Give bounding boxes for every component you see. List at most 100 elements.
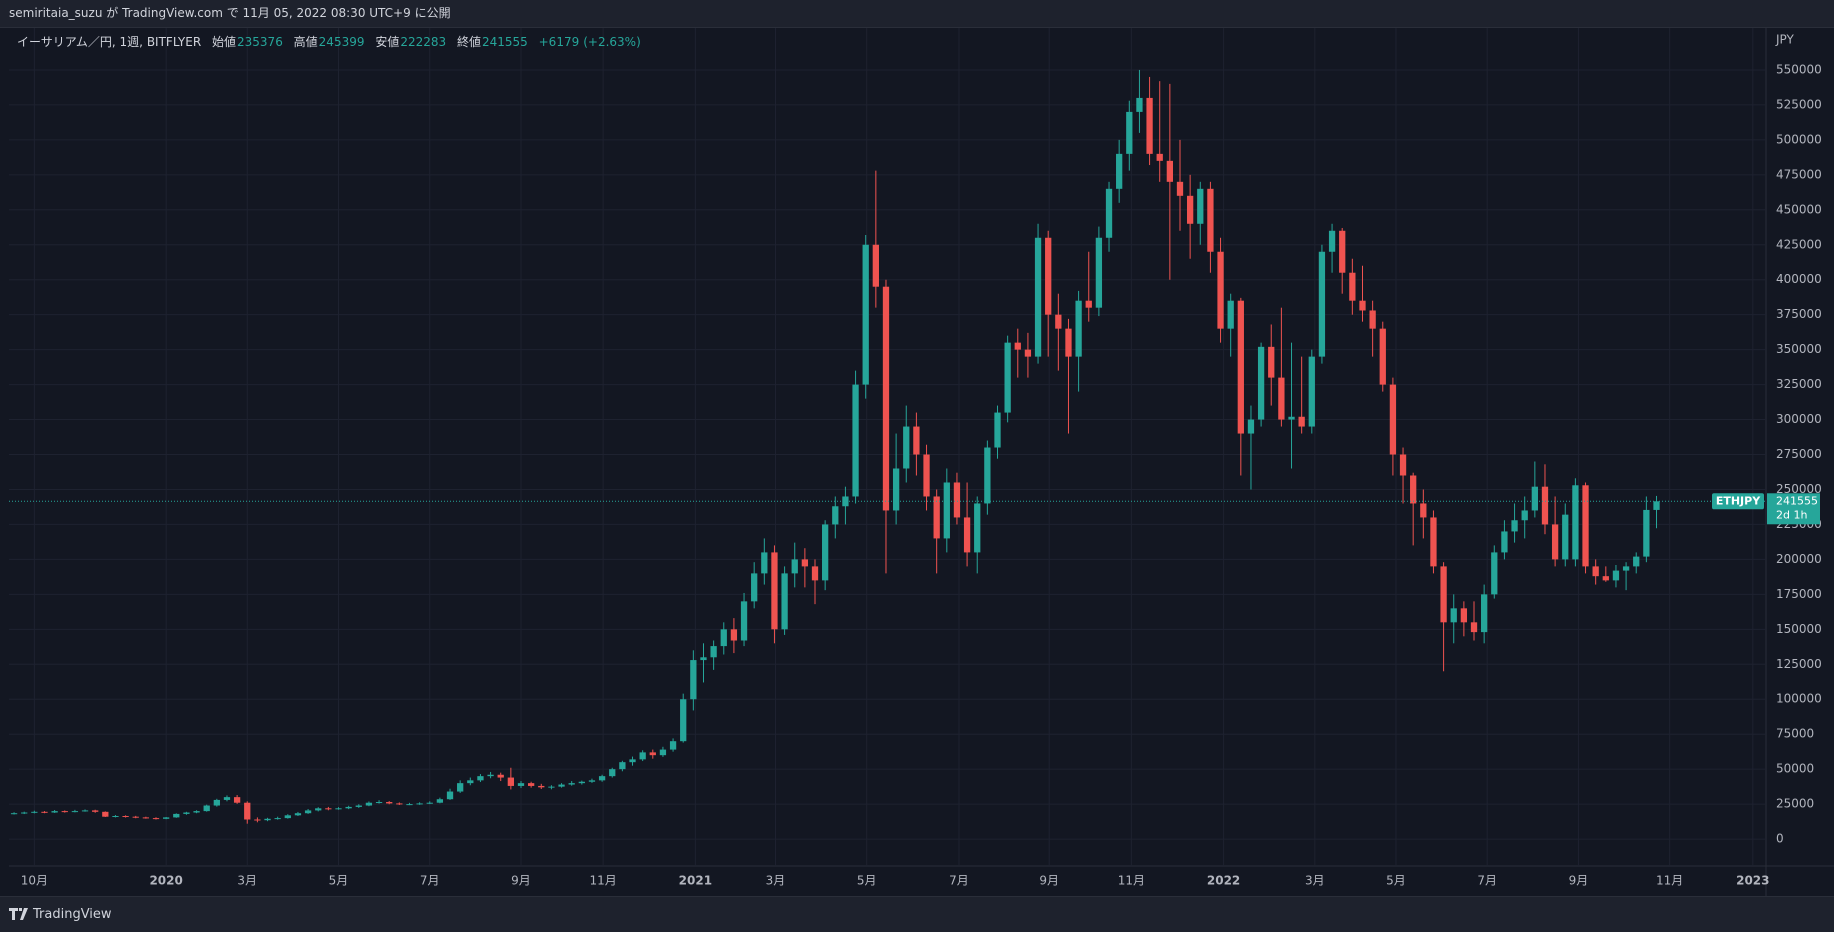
candle-body bbox=[325, 808, 332, 810]
x-tick-label: 9月 bbox=[511, 874, 531, 888]
candle-body bbox=[669, 741, 677, 750]
candle-body bbox=[132, 816, 139, 818]
candle-body bbox=[548, 786, 555, 788]
low-label: 安値 bbox=[375, 35, 400, 49]
candle-body bbox=[416, 803, 423, 805]
candle-body bbox=[751, 573, 758, 602]
publish-info: semiritaia_suzu が TradingView.com で 11月 … bbox=[9, 6, 451, 20]
candle-body bbox=[1004, 342, 1011, 413]
candle-body bbox=[1024, 349, 1032, 357]
candle-body bbox=[173, 813, 180, 818]
candle-body bbox=[355, 805, 362, 807]
candle-body bbox=[1602, 576, 1609, 581]
open-value: 235376 bbox=[237, 35, 283, 49]
candle-body bbox=[852, 384, 859, 497]
candle-body bbox=[254, 819, 261, 821]
candle-body bbox=[872, 244, 879, 287]
candle-body bbox=[1055, 314, 1062, 329]
candle-body bbox=[1186, 195, 1194, 224]
candle-body bbox=[710, 646, 717, 658]
candle-body bbox=[1572, 485, 1579, 560]
candle-body bbox=[284, 815, 291, 819]
candle-body bbox=[122, 816, 129, 818]
candle-body bbox=[1318, 251, 1326, 357]
x-tick-label: 5月 bbox=[1386, 874, 1406, 888]
candle-body bbox=[406, 804, 413, 806]
candle-body bbox=[1541, 486, 1549, 525]
candle-body bbox=[112, 816, 119, 818]
candle-body bbox=[1298, 416, 1305, 427]
footer-bar: TradingView bbox=[0, 896, 1834, 932]
ticker-tag bbox=[1712, 493, 1764, 510]
candle-body bbox=[1531, 486, 1538, 511]
candle-body bbox=[1034, 237, 1042, 357]
x-tick-label: 2020 bbox=[149, 874, 182, 888]
candle-body bbox=[183, 812, 190, 814]
x-tick-label: 11月 bbox=[1118, 874, 1145, 888]
candle-body bbox=[203, 805, 210, 812]
candle-body bbox=[264, 818, 271, 821]
candle-body bbox=[1643, 509, 1650, 557]
candle-body bbox=[578, 781, 585, 784]
candle-body bbox=[588, 780, 596, 782]
candle-body bbox=[244, 802, 251, 820]
brand[interactable]: TradingView bbox=[33, 907, 112, 922]
candle-body bbox=[436, 799, 444, 803]
ticker-label: ETHJPY bbox=[1716, 494, 1761, 507]
y-tick-label: 100000 bbox=[1776, 692, 1822, 706]
candle-body bbox=[538, 785, 545, 788]
candle-body bbox=[41, 811, 48, 813]
candle-body bbox=[558, 784, 565, 787]
candle-body bbox=[152, 818, 160, 820]
candle-body bbox=[71, 811, 79, 813]
candle-body bbox=[335, 808, 342, 810]
candle-body bbox=[629, 759, 636, 763]
candle-body bbox=[1622, 566, 1630, 571]
candle-body bbox=[1065, 328, 1072, 357]
candle-body bbox=[517, 783, 525, 786]
y-tick-label: 375000 bbox=[1776, 307, 1822, 321]
y-tick-label: 175000 bbox=[1776, 587, 1822, 601]
y-tick-label: 125000 bbox=[1776, 657, 1822, 671]
candle-body bbox=[791, 559, 798, 574]
candle-body bbox=[51, 811, 58, 813]
candle-body bbox=[690, 660, 697, 700]
candle-body bbox=[10, 813, 18, 815]
candle-body bbox=[1450, 608, 1457, 623]
legend: イーサリアム／円, 1週, BITFLYER 始値235376 高値245399… bbox=[17, 33, 648, 50]
candle-body bbox=[913, 426, 920, 455]
candle-body bbox=[1359, 300, 1366, 311]
candle-body bbox=[619, 762, 626, 770]
candle-body bbox=[294, 813, 302, 816]
candle-body bbox=[21, 812, 28, 814]
close-value: 241555 bbox=[481, 35, 528, 49]
x-tick-label: 2023 bbox=[1736, 874, 1769, 888]
candle-body bbox=[1582, 485, 1589, 567]
candle-body bbox=[1389, 384, 1397, 455]
candle-body bbox=[822, 524, 829, 581]
candle-body bbox=[31, 811, 38, 813]
candle-body bbox=[933, 496, 940, 539]
candle-body bbox=[365, 802, 373, 806]
y-tick-label: 0 bbox=[1776, 832, 1784, 846]
x-tick-label: 5月 bbox=[857, 874, 877, 888]
candle-body bbox=[1257, 346, 1265, 420]
candle-body bbox=[598, 776, 606, 781]
candle-body bbox=[1085, 300, 1092, 308]
candle-body bbox=[781, 573, 788, 630]
x-tick-label: 3月 bbox=[1305, 874, 1325, 888]
candle-body bbox=[1237, 300, 1244, 434]
candle-body bbox=[953, 482, 961, 518]
candle-body bbox=[1308, 356, 1315, 427]
candle-body bbox=[1075, 300, 1082, 357]
candle-body bbox=[497, 774, 504, 778]
change: +6179 bbox=[538, 35, 580, 49]
candle-body bbox=[193, 811, 200, 813]
candle-body bbox=[771, 552, 778, 630]
candle-body bbox=[740, 601, 748, 641]
candle-body bbox=[700, 657, 707, 661]
x-tick-label: 3月 bbox=[766, 874, 786, 888]
x-tick-label: 10月 bbox=[21, 874, 48, 888]
candle-body bbox=[163, 817, 170, 819]
candle-body bbox=[507, 777, 514, 786]
